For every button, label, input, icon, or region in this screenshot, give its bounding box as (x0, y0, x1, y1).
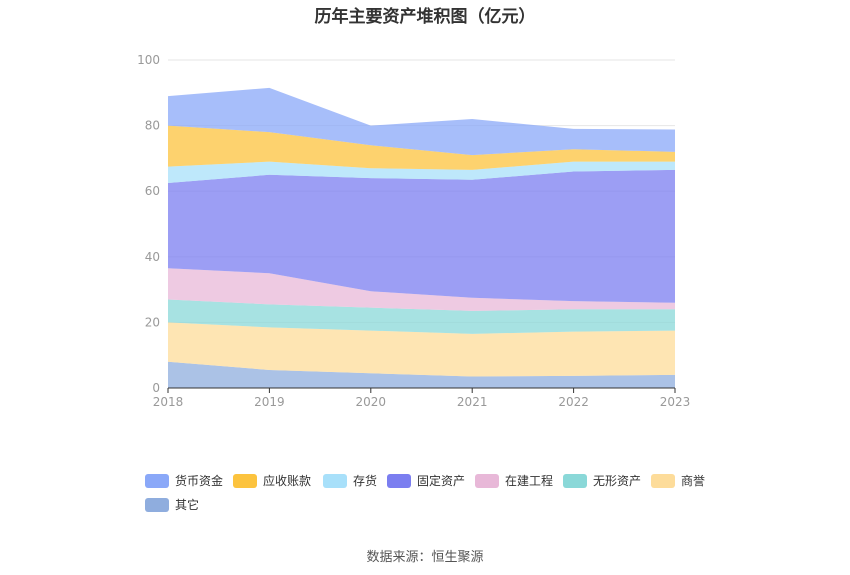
legend-label: 固定资产 (417, 474, 466, 488)
source-note: 数据来源：恒生聚源 (366, 550, 484, 565)
legend-item[interactable]: 固定资产 (387, 472, 465, 489)
chart-title: 历年主要资产堆积图（亿元） (314, 7, 536, 27)
x-tick-label: 2020 (356, 395, 387, 409)
area-series-7 (168, 87, 675, 156)
legend-item[interactable]: 在建工程 (475, 472, 553, 489)
legend-swatch (563, 473, 587, 488)
legend-label: 无形资产 (593, 474, 642, 488)
legend-swatch (323, 473, 347, 488)
area-series-0 (168, 361, 675, 388)
legend-swatch (475, 473, 499, 488)
y-tick-label: 40 (145, 250, 160, 264)
x-tick-label: 2023 (660, 395, 691, 409)
legend-item[interactable]: 无形资产 (563, 472, 641, 489)
y-tick-label: 60 (145, 184, 160, 198)
legend-item[interactable]: 存货 (323, 472, 377, 489)
legend-swatch (145, 497, 169, 512)
legend-swatch (145, 473, 169, 488)
legend-label: 存货 (353, 474, 378, 488)
y-tick-label: 100 (137, 53, 160, 67)
y-tick-label: 80 (145, 119, 160, 133)
legend-swatch (651, 473, 675, 488)
legend-label: 其它 (175, 498, 200, 512)
x-tick-label: 2018 (153, 395, 184, 409)
legend-label: 商誉 (681, 474, 706, 488)
legend-swatch (233, 473, 257, 488)
area-series-5 (168, 161, 675, 183)
legend-swatch (387, 473, 411, 488)
x-tick-label: 2022 (558, 395, 589, 409)
area-series-2 (168, 299, 675, 334)
y-tick-label: 20 (145, 315, 160, 329)
x-tick-label: 2019 (254, 395, 285, 409)
legend-item[interactable]: 应收账款 (233, 472, 311, 489)
legend-item[interactable]: 其它 (145, 496, 199, 513)
area-series-4 (168, 169, 675, 303)
legend-item[interactable]: 货币资金 (145, 472, 223, 489)
area-series-1 (168, 322, 675, 377)
legend-label: 货币资金 (175, 474, 224, 488)
legend-item[interactable]: 商誉 (651, 472, 705, 489)
area-series-6 (168, 125, 675, 170)
legend-label: 在建工程 (505, 474, 554, 488)
y-tick-label: 0 (152, 381, 160, 395)
area-series-3 (168, 268, 675, 311)
legend-label: 应收账款 (263, 474, 312, 488)
x-tick-label: 2021 (457, 395, 488, 409)
